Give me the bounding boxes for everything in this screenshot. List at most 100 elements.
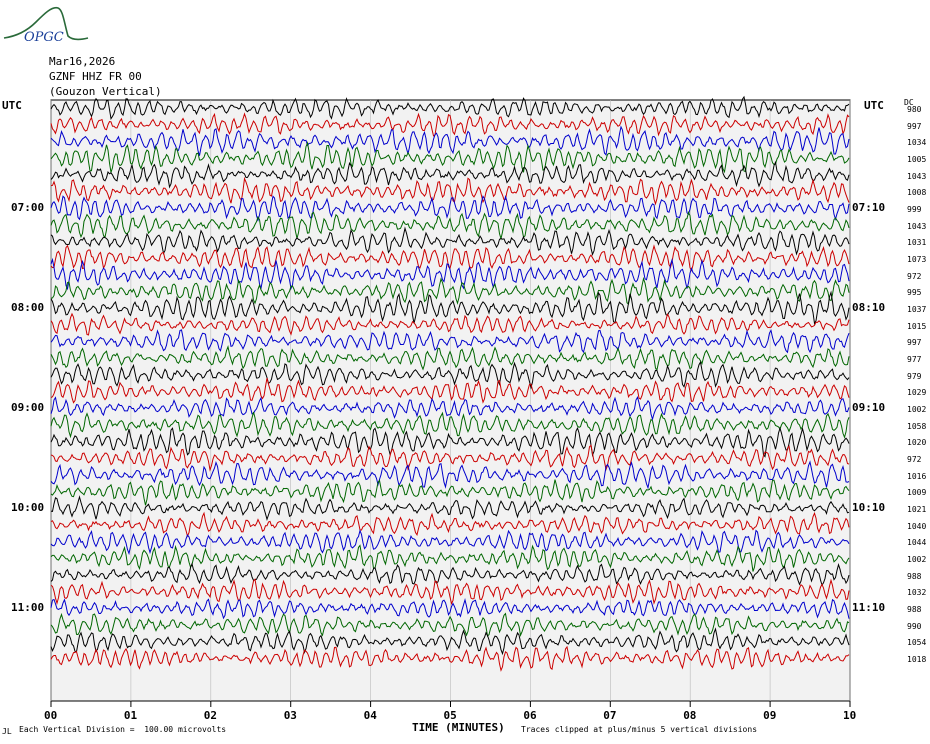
dc-offset-27: 1002 — [907, 555, 927, 565]
header-station: GZNF HHZ FR 00 — [49, 70, 142, 83]
x-tick-label-05: 05 — [443, 709, 457, 722]
left-time-label: 08:00 — [11, 301, 45, 315]
dc-offset-3: 1005 — [907, 155, 927, 164]
dc-offset-32: 1054 — [907, 638, 927, 648]
dc-offset-4: 1043 — [907, 171, 927, 181]
trace-row-32 — [50, 627, 850, 656]
dc-offset-22: 1016 — [907, 471, 927, 481]
trace-row-23 — [50, 479, 850, 506]
scale-note: Each Vertical Division = 100.00 microvol… — [19, 725, 227, 734]
x-tick-label-03: 03 — [283, 709, 297, 722]
dc-offset-10: 972 — [907, 271, 922, 281]
logo-mountain — [3, 6, 89, 41]
trace-row-24 — [50, 495, 850, 522]
left-time-label: 11:00 — [11, 601, 45, 615]
dc-offset-2: 1034 — [907, 138, 927, 148]
trace-row-15 — [50, 345, 850, 371]
dc-offset-16: 979 — [907, 371, 922, 381]
trace-row-5 — [50, 176, 850, 206]
trace-row-11 — [50, 276, 850, 305]
x-tick-label-07: 07 — [603, 709, 617, 722]
dc-offset-18: 1002 — [907, 405, 927, 415]
dc-offset-30: 988 — [907, 605, 922, 615]
dc-offset-11: 995 — [907, 288, 922, 298]
right-time-label: 11:10 — [852, 601, 886, 615]
left-axis-label: UTC — [2, 99, 22, 112]
trace-row-2 — [50, 125, 850, 156]
x-tick-label-08: 08 — [683, 709, 697, 722]
dc-offset-31: 990 — [907, 621, 922, 631]
dc-offset-21: 972 — [907, 455, 922, 465]
trace-row-28 — [50, 562, 850, 587]
x-axis-ticks — [50, 701, 851, 707]
dc-offset-0: 980 — [907, 105, 922, 114]
x-tick-label-10: 10 — [843, 709, 857, 722]
trace-row-31 — [50, 612, 850, 638]
trace-row-33 — [50, 645, 850, 672]
trace-row-7 — [50, 210, 850, 241]
header-date: Mar16,2026 — [49, 55, 116, 68]
x-axis-title: TIME (MINUTES) — [412, 721, 505, 734]
dc-offset-26: 1044 — [907, 538, 927, 548]
x-tick-label-09: 09 — [763, 709, 777, 722]
trace-row-12 — [50, 290, 850, 325]
dc-offset-20: 1020 — [907, 438, 927, 448]
dc-offset-14: 997 — [907, 338, 922, 348]
trace-row-22 — [50, 460, 850, 490]
dc-offset-6: 999 — [907, 205, 922, 215]
dc-offset-19: 1058 — [907, 421, 927, 431]
dc-offset-15: 977 — [907, 355, 922, 365]
x-tick-label-04: 04 — [363, 709, 377, 722]
dc-offset-23: 1009 — [907, 488, 927, 498]
dc-offset-28: 988 — [907, 571, 922, 581]
x-tick-label-00: 00 — [44, 709, 58, 722]
left-time-label: 10:00 — [11, 501, 45, 515]
trace-row-19 — [50, 411, 850, 439]
right-time-label: 09:10 — [852, 401, 886, 415]
right-time-label: 08:10 — [852, 301, 886, 315]
trace-row-8 — [50, 226, 850, 256]
trace-row-1 — [50, 112, 850, 137]
dc-offset-17: 1029 — [907, 388, 927, 398]
dc-offset-29: 1032 — [907, 588, 927, 598]
opgc-logo: OPGC — [3, 6, 89, 45]
trace-row-30 — [50, 597, 850, 620]
dc-offset-8: 1031 — [907, 238, 927, 248]
trace-row-6 — [50, 194, 850, 222]
seismic-traces — [50, 95, 850, 672]
trace-row-13 — [50, 312, 850, 336]
logo-text: OPGC — [24, 30, 64, 45]
trace-row-16 — [50, 360, 850, 390]
trace-row-20 — [50, 426, 850, 458]
trace-row-14 — [50, 329, 850, 354]
dc-label: DC — [904, 98, 914, 107]
right-axis-label: UTC — [864, 99, 884, 112]
right-time-label: 07:10 — [852, 201, 886, 215]
trace-row-21 — [50, 444, 850, 472]
dc-offset-5: 1008 — [907, 188, 927, 198]
trace-row-27 — [50, 544, 850, 572]
trace-row-10 — [50, 257, 850, 291]
dc-offset-33: 1018 — [907, 655, 927, 665]
x-tick-label-01: 01 — [123, 709, 138, 722]
dc-offset-7: 1043 — [907, 221, 927, 231]
dc-offset-12: 1037 — [907, 305, 927, 315]
clip-note: Traces clipped at plus/minus 5 vertical … — [521, 725, 758, 734]
left-time-label: 07:00 — [11, 201, 45, 215]
x-tick-label-02: 02 — [203, 709, 218, 722]
dc-offset-24: 1021 — [907, 505, 927, 515]
trace-row-17 — [50, 377, 850, 404]
corner-mark: JL — [2, 727, 12, 736]
dc-offset-25: 1040 — [907, 521, 927, 531]
left-time-label: 09:00 — [11, 401, 45, 415]
trace-row-25 — [50, 511, 850, 538]
dc-offset-13: 1015 — [907, 321, 927, 331]
dc-offset-9: 1073 — [907, 255, 927, 265]
header-location: (Gouzon Vertical) — [49, 85, 162, 98]
trace-row-26 — [50, 528, 850, 556]
dc-offset-1: 997 — [907, 121, 922, 131]
trace-row-4 — [50, 160, 850, 189]
trace-row-0 — [50, 95, 850, 121]
trace-row-3 — [50, 140, 850, 174]
